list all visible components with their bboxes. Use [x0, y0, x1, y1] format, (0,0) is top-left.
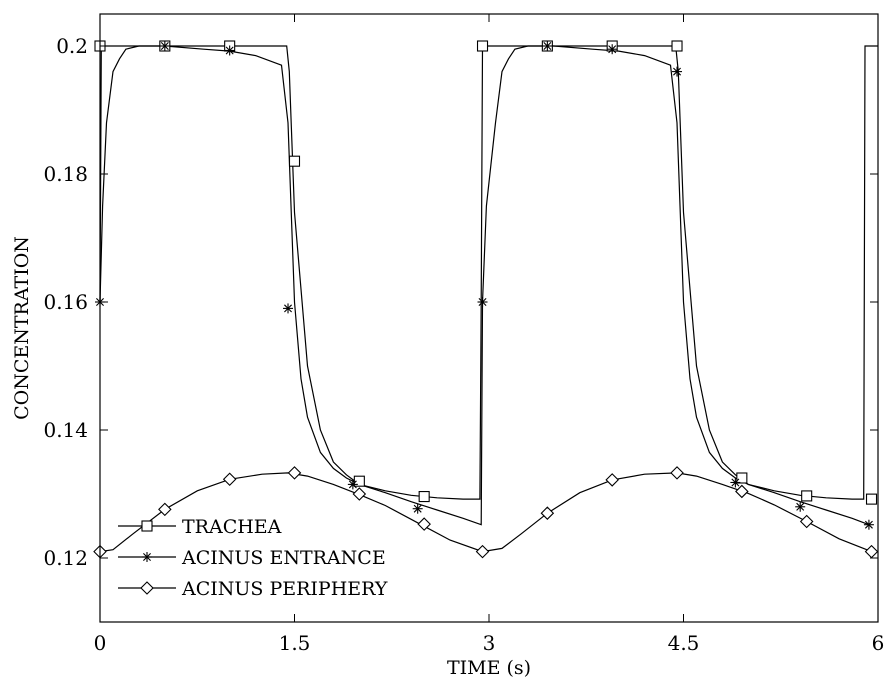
- legend-label: ACINUS PERIPHERY: [181, 578, 388, 600]
- marker-diamond: [864, 544, 879, 559]
- marker-diamond: [287, 466, 302, 480]
- marker-star: [672, 66, 683, 77]
- marker-star: [730, 477, 741, 488]
- marker-star: [159, 41, 170, 51]
- y-tick-labels: 0.12 0.14 0.16 0.18 0.2: [43, 34, 88, 570]
- x-tick-labels: 0 1.5 3 4.5 6: [94, 631, 885, 655]
- x-tick-label: 0: [94, 631, 107, 655]
- marker-star: [347, 479, 358, 490]
- y-tick-label: 0.12: [43, 546, 88, 570]
- axis-ticks: [99, 14, 879, 622]
- legend-marker: [141, 520, 153, 532]
- marker-star: [477, 297, 488, 307]
- y-tick-label: 0.18: [43, 162, 88, 186]
- series-markers: [93, 40, 879, 559]
- marker-diamond: [475, 544, 490, 559]
- marker-star: [607, 44, 618, 55]
- marker-star: [283, 303, 294, 314]
- y-tick-label: 0.14: [43, 418, 88, 442]
- marker-star: [542, 41, 553, 51]
- x-tick-label: 3: [483, 631, 496, 655]
- marker-diamond: [158, 502, 172, 517]
- marker-star: [863, 519, 874, 530]
- marker-diamond: [670, 466, 684, 480]
- legend: TRACHEA ACINUS ENTRANCE ACINUS PERIPHERY: [118, 516, 388, 600]
- marker-diamond: [605, 473, 619, 487]
- x-tick-label: 4.5: [668, 631, 700, 655]
- marker-square: [476, 40, 489, 52]
- y-tick-label: 0.16: [43, 290, 88, 314]
- marker-star: [412, 503, 423, 514]
- marker-diamond: [417, 517, 431, 531]
- marker-square: [288, 155, 301, 167]
- marker-square: [801, 490, 813, 502]
- series-line-1: [99, 45, 870, 526]
- legend-label: TRACHEA: [182, 516, 282, 538]
- marker-square: [353, 475, 365, 487]
- marker-diamond: [735, 484, 749, 499]
- marker-star: [795, 501, 806, 512]
- y-axis-label: CONCENTRATION: [11, 236, 33, 420]
- marker-square: [418, 491, 430, 503]
- marker-diamond: [799, 514, 814, 529]
- x-tick-label: 1.5: [279, 631, 311, 655]
- legend-label: ACINUS ENTRANCE: [181, 547, 386, 569]
- marker-square: [736, 472, 748, 484]
- series-line-2: [99, 472, 872, 553]
- legend-marker: [140, 581, 154, 595]
- series-line-0: [99, 45, 878, 500]
- marker-diamond: [222, 472, 237, 487]
- marker-star: [224, 45, 235, 56]
- x-tick-label: 6: [872, 631, 885, 655]
- legend-marker: [142, 552, 152, 562]
- series-lines: [99, 45, 878, 553]
- marker-square: [865, 493, 878, 505]
- y-tick-label: 0.2: [56, 34, 88, 58]
- marker-square: [671, 40, 683, 52]
- marker-diamond: [352, 487, 367, 501]
- marker-diamond: [540, 506, 555, 520]
- x-axis-label: TIME (s): [447, 657, 531, 679]
